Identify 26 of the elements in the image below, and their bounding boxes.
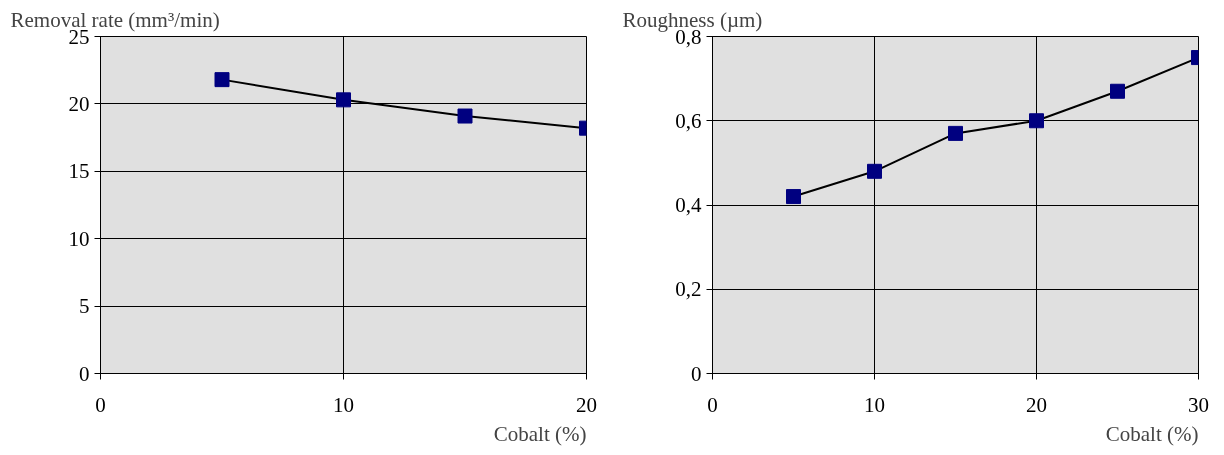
x-tick-label: 10 [864, 392, 885, 417]
y-tick-label: 10 [68, 226, 90, 251]
x-tick-label: 0 [95, 392, 106, 417]
x-tick-label: 10 [333, 392, 354, 417]
x-axis-title: Cobalt (%) [493, 421, 587, 446]
x-axis-title: Cobalt (%) [1105, 421, 1199, 446]
point [786, 189, 801, 205]
y-tick-label: 20 [68, 91, 90, 116]
x-tick-label: 30 [1188, 392, 1209, 417]
point [336, 92, 351, 108]
point [457, 108, 473, 124]
x-tick-label: 20 [576, 392, 597, 417]
point [948, 125, 963, 141]
point [1110, 83, 1125, 99]
y-tick-label: 0,6 [675, 108, 702, 133]
x-tick-label: 0 [707, 392, 718, 417]
y-tick-label: 5 [79, 294, 90, 319]
point [867, 163, 882, 179]
y-tick-label: 0,4 [675, 193, 702, 217]
y-tick-label: 0,2 [675, 277, 702, 302]
y-tick-label: 0 [79, 361, 90, 386]
x-tick-label: 20 [1026, 392, 1047, 417]
y-tick-label: 0 [691, 361, 702, 386]
y-tick-label: 15 [68, 159, 90, 184]
point [214, 72, 230, 88]
point [1029, 113, 1044, 129]
